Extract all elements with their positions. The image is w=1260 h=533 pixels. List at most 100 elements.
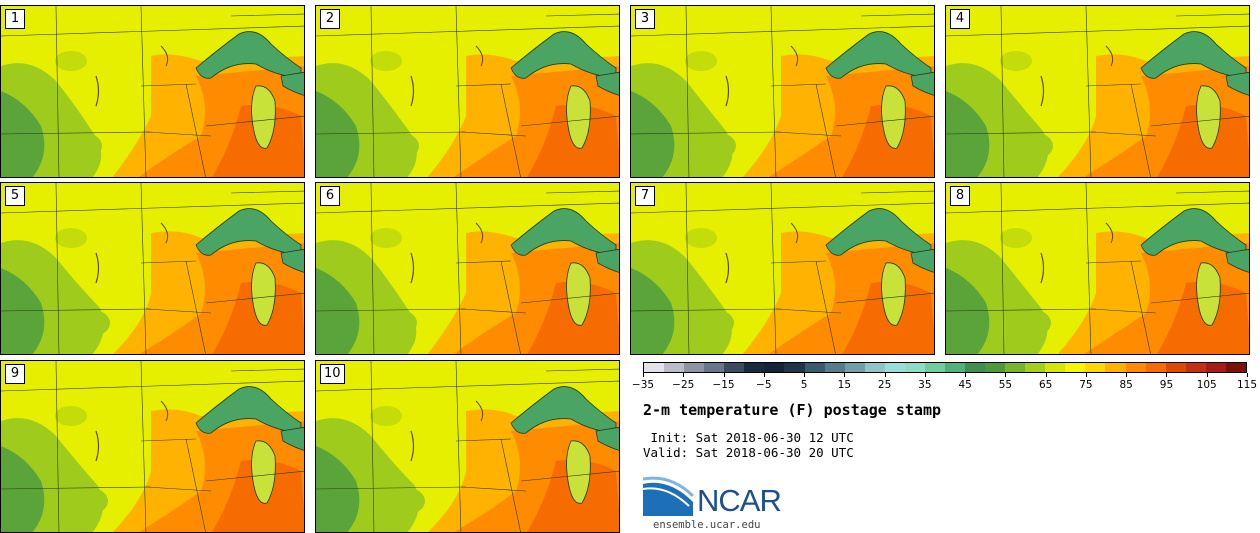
state-boundary xyxy=(370,361,375,532)
state-boundary xyxy=(140,361,147,532)
state-boundary xyxy=(1000,183,1005,354)
cool-patch xyxy=(55,406,87,426)
state-boundary xyxy=(205,292,304,304)
state-boundary xyxy=(185,260,206,354)
state-boundary xyxy=(1130,260,1151,354)
cool-patch xyxy=(1000,51,1032,71)
colorbar-swatch xyxy=(965,363,986,372)
temperature-colorbar xyxy=(643,362,1247,373)
colorbar-swatch xyxy=(764,363,785,372)
lake-huron xyxy=(280,71,304,96)
river xyxy=(95,75,100,107)
state-boundary xyxy=(1085,260,1142,264)
lake-huron xyxy=(1225,248,1249,273)
colorbar-tick-label: 95 xyxy=(1159,379,1174,391)
state-boundary xyxy=(685,183,690,354)
colorbar-swatch xyxy=(824,363,845,372)
state-boundary xyxy=(520,292,619,304)
colorbar-swatch xyxy=(1185,363,1206,372)
state-boundary xyxy=(316,202,619,214)
lake-michigan xyxy=(566,440,591,504)
ncar-logo: NCAR xyxy=(643,476,793,521)
colorbar-swatch xyxy=(1005,363,1026,372)
colorbar-swatch xyxy=(684,363,705,372)
colorbar-tick-label: 15 xyxy=(837,379,852,391)
temperature-map xyxy=(631,6,934,177)
colorbar-tick xyxy=(723,373,725,377)
state-boundary xyxy=(185,438,206,532)
state-boundary xyxy=(140,183,147,354)
river xyxy=(1105,222,1114,244)
state-boundary xyxy=(230,13,304,17)
colorbar-tick xyxy=(884,373,886,377)
state-boundary xyxy=(140,6,147,177)
colorbar-swatch xyxy=(884,363,905,372)
state-boundary xyxy=(185,83,206,177)
cool-patch xyxy=(68,487,108,515)
state-boundary xyxy=(1000,6,1005,177)
river xyxy=(410,252,415,284)
state-boundary xyxy=(631,202,934,214)
state-boundary xyxy=(316,486,467,490)
colorbar-tick xyxy=(1126,373,1128,377)
lake-michigan xyxy=(251,440,276,504)
state-boundary xyxy=(316,308,467,312)
lake-huron xyxy=(595,248,619,273)
river xyxy=(475,222,484,244)
ensemble-member-map-1: 1 xyxy=(0,5,305,178)
colorbar-swatch xyxy=(744,363,765,372)
state-boundary xyxy=(460,486,527,492)
river xyxy=(1105,45,1114,67)
colorbar-swatch xyxy=(1045,363,1066,372)
river xyxy=(95,430,100,462)
cool-patch xyxy=(55,228,87,248)
state-boundary xyxy=(520,115,619,127)
river xyxy=(160,400,169,422)
river xyxy=(725,252,730,284)
cool-patch xyxy=(694,309,734,337)
temperature-map xyxy=(631,183,934,354)
state-boundary xyxy=(145,486,212,492)
colorbar-tick-label: 45 xyxy=(958,379,972,391)
cool-patch xyxy=(370,228,402,248)
state-boundary xyxy=(205,115,304,127)
state-boundary xyxy=(860,190,934,194)
river xyxy=(475,45,484,67)
lake-michigan xyxy=(566,262,591,326)
state-boundary xyxy=(145,308,212,314)
river xyxy=(160,222,169,244)
colorbar-swatch xyxy=(644,363,665,372)
state-boundary xyxy=(460,131,527,137)
colorbar-tick-label: −5 xyxy=(756,379,772,391)
colorbar-tick xyxy=(643,373,644,377)
colorbar-swatch xyxy=(784,363,805,372)
state-boundary xyxy=(1085,83,1142,87)
lake-michigan xyxy=(566,85,591,149)
cool-patch xyxy=(1011,309,1051,337)
state-boundary xyxy=(455,6,462,177)
state-boundary xyxy=(230,368,304,372)
ensemble-member-map-3: 3 xyxy=(630,5,935,178)
state-boundary xyxy=(545,13,619,17)
ensemble-member-map-5: 5 xyxy=(0,182,305,355)
colorbar-tick-label: −15 xyxy=(712,379,735,391)
colorbar-swatch xyxy=(1065,363,1086,372)
colorbar-swatch xyxy=(1225,363,1246,372)
colorbar-tick-label: 85 xyxy=(1119,379,1133,391)
lake-michigan xyxy=(881,85,906,149)
state-boundary xyxy=(1175,13,1249,17)
state-boundary xyxy=(545,190,619,194)
state-boundary xyxy=(946,25,1249,37)
lake-michigan xyxy=(1196,262,1221,326)
ensemble-member-map-6: 6 xyxy=(315,182,620,355)
temperature-map xyxy=(316,183,619,354)
colorbar-swatch xyxy=(844,363,865,372)
plot-title: 2-m temperature (F) postage stamp xyxy=(643,401,942,419)
state-boundary xyxy=(1090,131,1157,137)
lake-huron xyxy=(280,248,304,273)
colorbar-tick xyxy=(1166,373,1168,377)
member-label: 5 xyxy=(5,186,25,206)
river xyxy=(475,400,484,422)
state-boundary xyxy=(545,368,619,372)
state-boundary xyxy=(775,131,842,137)
